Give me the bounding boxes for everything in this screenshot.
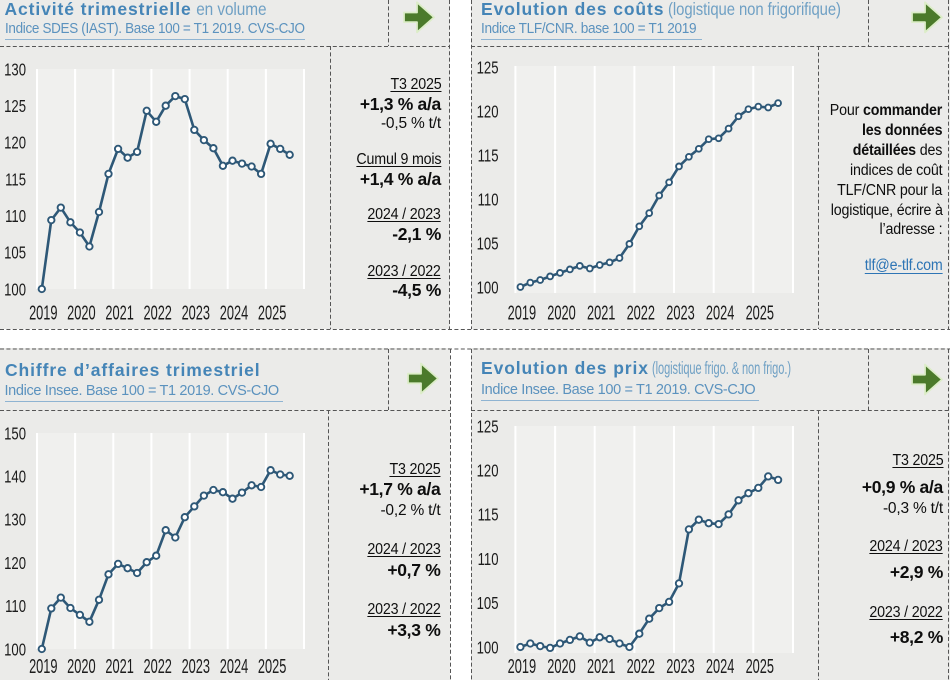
svg-text:2020: 2020 bbox=[67, 302, 95, 325]
svg-text:2019: 2019 bbox=[29, 302, 57, 325]
svg-text:2021: 2021 bbox=[587, 655, 615, 678]
svg-text:110: 110 bbox=[478, 550, 499, 569]
svg-text:2025: 2025 bbox=[746, 302, 774, 325]
svg-text:2021: 2021 bbox=[587, 302, 615, 325]
svg-text:2022: 2022 bbox=[627, 302, 655, 325]
svg-text:110: 110 bbox=[478, 191, 499, 210]
svg-text:130: 130 bbox=[4, 61, 26, 80]
svg-text:100: 100 bbox=[477, 279, 499, 298]
svg-text:120: 120 bbox=[477, 103, 499, 122]
svg-text:140: 140 bbox=[4, 468, 26, 487]
svg-text:110: 110 bbox=[5, 207, 26, 226]
svg-text:125: 125 bbox=[477, 59, 499, 78]
svg-text:2022: 2022 bbox=[143, 655, 171, 678]
svg-text:120: 120 bbox=[4, 554, 26, 573]
svg-text:105: 105 bbox=[477, 235, 499, 254]
svg-text:2023: 2023 bbox=[666, 655, 694, 678]
svg-text:2024: 2024 bbox=[220, 655, 248, 678]
svg-text:100: 100 bbox=[4, 281, 26, 300]
svg-text:100: 100 bbox=[477, 639, 499, 658]
svg-text:2020: 2020 bbox=[547, 655, 575, 678]
svg-text:120: 120 bbox=[477, 462, 499, 481]
svg-text:115: 115 bbox=[478, 147, 499, 166]
svg-text:120: 120 bbox=[4, 134, 26, 153]
svg-text:125: 125 bbox=[4, 97, 26, 116]
svg-text:115: 115 bbox=[478, 506, 499, 525]
svg-text:110: 110 bbox=[5, 597, 26, 616]
svg-text:2024: 2024 bbox=[706, 302, 734, 325]
svg-text:2019: 2019 bbox=[508, 655, 536, 678]
svg-text:150: 150 bbox=[4, 425, 26, 444]
svg-text:2022: 2022 bbox=[627, 655, 655, 678]
svg-text:2020: 2020 bbox=[67, 655, 95, 678]
svg-text:2023: 2023 bbox=[666, 302, 694, 325]
svg-text:2023: 2023 bbox=[182, 302, 210, 325]
svg-text:115: 115 bbox=[5, 171, 26, 190]
svg-text:2022: 2022 bbox=[143, 302, 171, 325]
svg-text:130: 130 bbox=[4, 511, 26, 530]
svg-text:2019: 2019 bbox=[508, 302, 536, 325]
svg-text:125: 125 bbox=[477, 418, 499, 437]
svg-text:2021: 2021 bbox=[105, 302, 133, 325]
svg-text:100: 100 bbox=[4, 641, 26, 660]
svg-text:2021: 2021 bbox=[105, 655, 133, 678]
svg-text:2025: 2025 bbox=[258, 655, 286, 678]
svg-text:2019: 2019 bbox=[29, 655, 57, 678]
svg-text:2025: 2025 bbox=[746, 655, 774, 678]
svg-text:2025: 2025 bbox=[258, 302, 286, 325]
svg-text:2024: 2024 bbox=[706, 655, 734, 678]
svg-text:2023: 2023 bbox=[182, 655, 210, 678]
svg-text:105: 105 bbox=[477, 594, 499, 613]
svg-text:2020: 2020 bbox=[547, 302, 575, 325]
svg-text:2024: 2024 bbox=[220, 302, 248, 325]
svg-text:105: 105 bbox=[4, 244, 26, 263]
